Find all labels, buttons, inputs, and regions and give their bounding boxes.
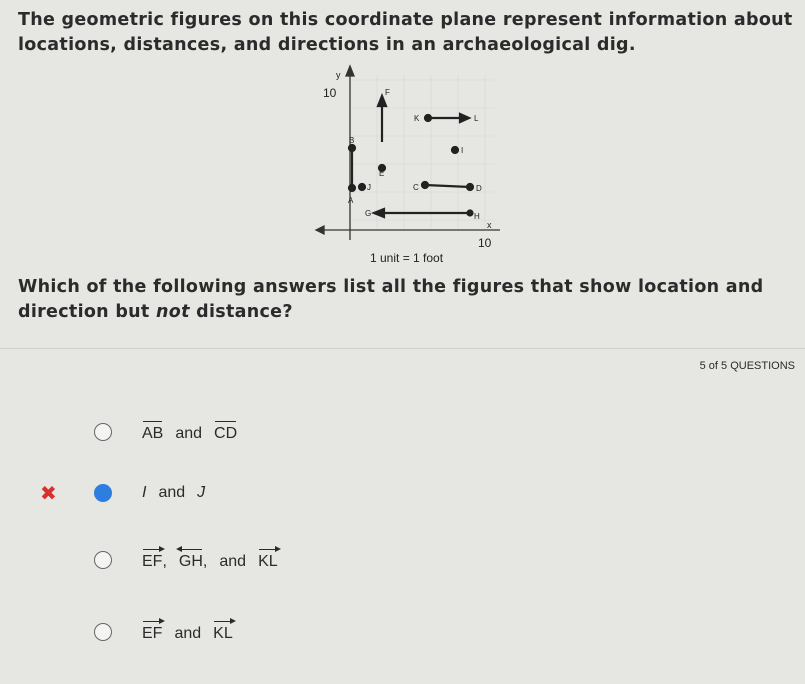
radio-button[interactable] [94,551,112,569]
figure-name: EF [142,546,166,571]
incorrect-mark: ✖ [40,481,57,505]
y-axis-label: y [336,70,341,80]
answer-option[interactable]: EF and KL [0,614,805,650]
point-label: F [385,88,390,97]
point-label: C [413,183,419,192]
figure-name: GH [175,546,203,571]
scale-note: 1 unit = 1 foot [370,251,444,265]
question-part: distance? [189,302,293,322]
divider [0,348,805,349]
option-word: and [158,484,186,501]
figure-name: KL [258,546,281,571]
figure-name: AB [142,421,163,443]
radio-button[interactable] [94,484,112,502]
option-word: I [142,484,147,501]
question-text: Which of the following answers list all … [18,275,793,325]
option-word: and [174,625,202,642]
coordinate-diagram: F K L B I E J C D A G H y x 10 10 1 unit… [314,64,500,265]
figure-name: EF [142,618,166,643]
question-part: Which of the following answers list all … [18,277,764,322]
option-word: , [162,553,167,570]
option-word: and [219,553,247,570]
point-label: H [474,212,480,221]
radio-button[interactable] [94,623,112,641]
point-label: L [474,114,479,123]
option-text: AB and CD [142,421,237,443]
progress: 5 of 5 QUESTIONS [699,360,795,372]
radio-button[interactable] [94,423,112,441]
point-label: J [367,183,371,192]
point-label: D [476,184,482,193]
point-label: K [414,114,420,123]
grid [350,75,495,230]
option-word: J [197,484,206,501]
answer-option[interactable]: EF, GH, and KL [0,542,805,578]
point-label: E [379,169,384,178]
y-max-label: 10 [323,86,337,100]
point-label: G [365,209,371,218]
option-word: , [202,553,208,570]
point-label: B [349,136,354,145]
figure-name: CD [214,421,237,443]
option-text: EF, GH, and KL [142,546,281,571]
x-max-label: 10 [478,236,492,250]
point-label: I [461,146,463,155]
figures [347,93,475,219]
point-label: A [348,196,354,205]
figure-name: KL [213,618,236,643]
question-emphasis: not [155,302,190,322]
answer-option[interactable]: AB and CD [0,414,805,450]
intro-text: The geometric figures on this coordinate… [18,10,793,55]
point-labels: F K L B I E J C D A G H y x [336,70,492,230]
x-axis-label: x [487,220,492,230]
option-text: EF and KL [142,618,236,643]
option-word: and [175,425,203,442]
axes [314,64,500,240]
